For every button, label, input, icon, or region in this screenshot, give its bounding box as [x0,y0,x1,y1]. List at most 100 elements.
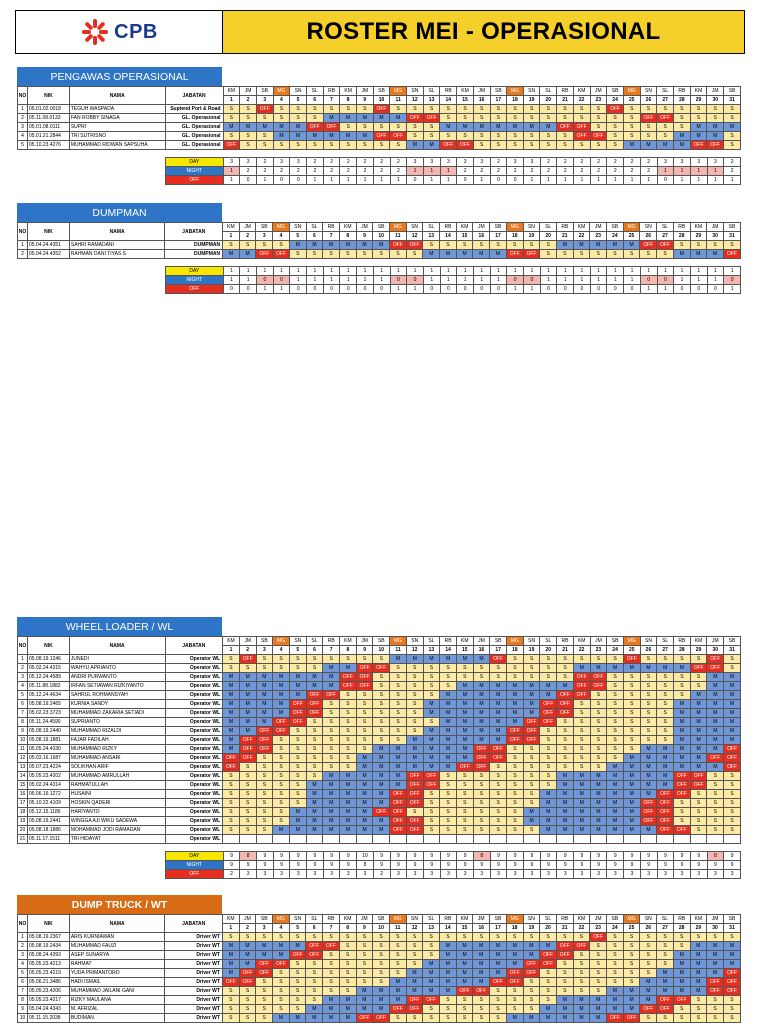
shift-cell[interactable]: S [522,672,541,682]
shift-cell[interactable]: M [272,708,290,718]
shift-cell[interactable]: S [689,654,708,664]
shift-cell[interactable]: S [322,654,341,664]
shift-cell[interactable]: S [606,950,624,960]
shift-cell[interactable]: OFF [372,807,391,817]
shift-cell[interactable]: M [405,735,424,745]
shift-cell[interactable]: S [539,104,558,114]
shift-cell[interactable] [656,834,675,844]
shift-cell[interactable]: S [622,708,641,718]
shift-cell[interactable]: M [622,1004,641,1014]
shift-cell[interactable]: OFF [472,986,491,996]
shift-cell[interactable]: M [622,789,641,799]
shift-cell[interactable]: S [589,968,608,978]
shift-cell[interactable]: OFF [556,699,574,709]
shift-cell[interactable]: S [339,699,357,709]
shift-cell[interactable]: OFF [305,708,324,718]
shift-cell[interactable]: S [572,950,591,960]
shift-cell[interactable]: S [656,699,675,709]
shift-cell[interactable]: M [522,681,541,691]
shift-cell[interactable]: S [239,131,257,141]
shift-cell[interactable]: S [305,249,324,259]
shift-cell[interactable]: S [339,708,357,718]
shift-cell[interactable]: M [238,681,257,691]
shift-cell[interactable]: M [322,780,341,790]
shift-cell[interactable]: S [355,959,374,969]
shift-cell[interactable]: M [439,708,457,718]
shift-cell[interactable]: S [723,825,741,835]
shift-cell[interactable]: OFF [372,1013,390,1023]
shift-cell[interactable]: S [238,789,257,799]
shift-cell[interactable]: OFF [706,654,725,664]
shift-cell[interactable]: M [656,780,675,790]
shift-cell[interactable]: S [272,240,290,250]
shift-cell[interactable]: S [656,708,675,718]
shift-cell[interactable]: S [505,995,524,1005]
shift-cell[interactable]: OFF [405,771,424,781]
shift-cell[interactable]: S [506,816,524,826]
shift-cell[interactable]: S [506,780,524,790]
shift-cell[interactable]: S [339,744,357,754]
shift-cell[interactable]: S [589,708,608,718]
shift-cell[interactable]: S [706,240,724,250]
shift-cell[interactable]: M [706,681,725,691]
shift-cell[interactable]: S [606,131,624,141]
shift-cell[interactable]: S [706,113,725,123]
shift-cell[interactable]: M [572,995,591,1005]
shift-cell[interactable]: S [706,1004,724,1014]
shift-cell[interactable]: S [238,1013,257,1023]
shift-cell[interactable]: M [656,986,674,996]
shift-cell[interactable]: M [422,735,441,745]
shift-cell[interactable] [622,834,641,844]
shift-cell[interactable]: S [706,807,725,817]
shift-cell[interactable]: OFF [673,825,691,835]
shift-cell[interactable]: M [589,789,608,799]
shift-cell[interactable]: M [722,941,742,951]
shift-cell[interactable]: S [489,131,508,141]
shift-cell[interactable]: S [439,771,457,781]
shift-cell[interactable]: OFF [305,950,324,960]
shift-cell[interactable]: M [238,959,257,969]
shift-cell[interactable]: S [522,753,541,763]
shift-cell[interactable]: M [689,959,708,969]
shift-cell[interactable]: M [572,807,591,817]
shift-cell[interactable]: S [673,681,691,691]
shift-cell[interactable]: M [372,986,390,996]
shift-cell[interactable]: OFF [222,753,240,763]
shift-cell[interactable]: M [288,681,307,691]
shift-cell[interactable]: OFF [489,654,508,664]
shift-cell[interactable]: M [305,816,324,826]
shift-cell[interactable]: M [288,672,307,682]
shift-cell[interactable] [539,834,558,844]
shift-cell[interactable]: S [322,140,341,150]
shift-cell[interactable]: S [606,113,624,123]
shift-cell[interactable]: S [372,122,391,132]
shift-cell[interactable]: S [639,717,658,727]
shift-cell[interactable]: M [455,753,474,763]
shift-cell[interactable]: M [238,690,257,700]
shift-cell[interactable]: OFF [572,690,591,700]
shift-cell[interactable] [238,834,257,844]
shift-cell[interactable]: M [455,717,474,727]
shift-cell[interactable]: OFF [656,798,675,808]
shift-cell[interactable]: S [422,240,441,250]
shift-cell[interactable]: S [489,1004,507,1014]
shift-cell[interactable]: S [656,690,675,700]
shift-cell[interactable]: M [255,699,274,709]
shift-cell[interactable]: M [439,762,457,772]
shift-cell[interactable]: S [472,140,491,150]
shift-cell[interactable]: S [339,122,357,132]
shift-cell[interactable]: S [255,932,274,942]
shift-cell[interactable]: S [455,816,474,826]
shift-cell[interactable]: S [355,104,374,114]
shift-cell[interactable]: S [456,131,474,141]
shift-cell[interactable]: S [639,654,658,664]
shift-cell[interactable]: S [622,113,641,123]
shift-cell[interactable]: OFF [389,807,407,817]
shift-cell[interactable]: M [539,825,558,835]
shift-cell[interactable]: M [522,690,541,700]
shift-cell[interactable]: M [388,977,407,987]
shift-cell[interactable]: OFF [522,959,541,969]
shift-cell[interactable]: S [489,140,508,150]
shift-cell[interactable]: M [272,699,290,709]
shift-cell[interactable]: M [405,762,424,772]
